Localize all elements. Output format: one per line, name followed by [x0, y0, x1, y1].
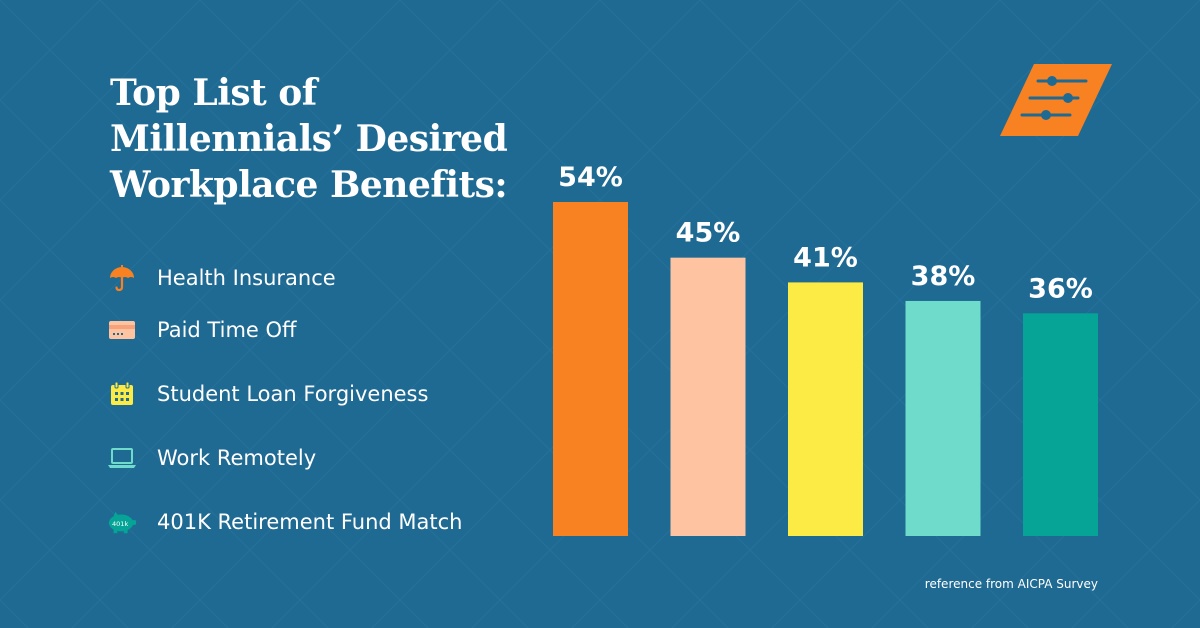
bar-chart: 54% 45% 41% 38% 36% — [553, 162, 1098, 536]
umbrella-icon — [107, 264, 137, 292]
title-line-3: Workplace Benefits: — [110, 164, 508, 206]
bar-value-label-1: 54% — [558, 162, 623, 193]
legend-label: Student Loan Forgiveness — [157, 382, 429, 406]
bar-2 — [670, 257, 746, 536]
legend-item-health-insurance: Health Insurance — [107, 258, 527, 298]
credit-card-icon — [107, 316, 137, 344]
title-line-2: Millennials’ Desired — [110, 118, 508, 160]
legend-label: Paid Time Off — [157, 318, 297, 342]
source-note: reference from AICPA Survey — [924, 577, 1098, 591]
legend-item-student-loan: Student Loan Forgiveness — [107, 339, 527, 426]
sliders-logo-icon — [1000, 64, 1112, 136]
legend-item-work-remotely: Work Remotely — [107, 403, 527, 490]
title-line-1: Top List of — [110, 72, 317, 114]
bar-3 — [788, 282, 863, 536]
piggy-bank-icon: 401k — [107, 508, 137, 536]
bar-value-label-5: 36% — [1028, 273, 1093, 304]
legend-item-401k: 401k 401K Retirement Fund Match — [107, 467, 527, 554]
bar-4 — [905, 300, 981, 536]
calendar-icon — [107, 380, 137, 408]
legend-label: Work Remotely — [157, 446, 317, 470]
bar-5 — [1023, 313, 1098, 536]
legend-item-paid-time-off: Paid Time Off — [107, 275, 527, 362]
bar-value-label-3: 41% — [793, 242, 858, 273]
bar-1 — [553, 202, 628, 536]
bar-value-label-4: 38% — [911, 261, 976, 292]
legend-label: Health Insurance — [157, 266, 336, 290]
bar-value-label-2: 45% — [676, 218, 741, 249]
laptop-icon — [107, 444, 137, 472]
piggy-bank-label: 401k — [112, 520, 128, 528]
benefits-legend: Health Insurance Paid Time Off — [107, 258, 527, 554]
page-title: Top List of Millennials’ Desired Workpla… — [110, 70, 550, 208]
legend-label: 401K Retirement Fund Match — [157, 510, 463, 534]
